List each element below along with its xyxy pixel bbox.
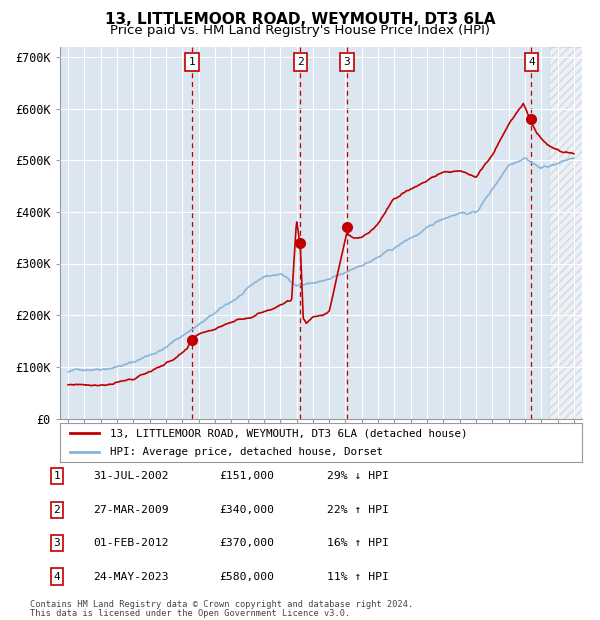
Text: Contains HM Land Registry data © Crown copyright and database right 2024.: Contains HM Land Registry data © Crown c… xyxy=(30,600,413,609)
Text: 16% ↑ HPI: 16% ↑ HPI xyxy=(327,538,389,548)
Text: 13, LITTLEMOOR ROAD, WEYMOUTH, DT3 6LA (detached house): 13, LITTLEMOOR ROAD, WEYMOUTH, DT3 6LA (… xyxy=(110,428,467,438)
Text: £580,000: £580,000 xyxy=(219,572,274,582)
Text: This data is licensed under the Open Government Licence v3.0.: This data is licensed under the Open Gov… xyxy=(30,608,350,618)
Text: £370,000: £370,000 xyxy=(219,538,274,548)
Text: 31-JUL-2002: 31-JUL-2002 xyxy=(93,471,169,481)
Text: 1: 1 xyxy=(53,471,61,481)
Text: £151,000: £151,000 xyxy=(219,471,274,481)
Text: 27-MAR-2009: 27-MAR-2009 xyxy=(93,505,169,515)
Bar xyxy=(550,46,582,419)
Text: HPI: Average price, detached house, Dorset: HPI: Average price, detached house, Dors… xyxy=(110,447,383,458)
Text: 1: 1 xyxy=(188,57,195,67)
Text: Price paid vs. HM Land Registry's House Price Index (HPI): Price paid vs. HM Land Registry's House … xyxy=(110,24,490,37)
Text: 29% ↓ HPI: 29% ↓ HPI xyxy=(327,471,389,481)
Text: 4: 4 xyxy=(528,57,535,67)
Text: 13, LITTLEMOOR ROAD, WEYMOUTH, DT3 6LA: 13, LITTLEMOOR ROAD, WEYMOUTH, DT3 6LA xyxy=(105,12,495,27)
Text: 01-FEB-2012: 01-FEB-2012 xyxy=(93,538,169,548)
Text: 2: 2 xyxy=(297,57,304,67)
Text: 2: 2 xyxy=(53,505,61,515)
Text: 3: 3 xyxy=(343,57,350,67)
Text: 11% ↑ HPI: 11% ↑ HPI xyxy=(327,572,389,582)
Text: 3: 3 xyxy=(53,538,61,548)
Text: 4: 4 xyxy=(53,572,61,582)
Text: £340,000: £340,000 xyxy=(219,505,274,515)
Text: 24-MAY-2023: 24-MAY-2023 xyxy=(93,572,169,582)
Text: 22% ↑ HPI: 22% ↑ HPI xyxy=(327,505,389,515)
